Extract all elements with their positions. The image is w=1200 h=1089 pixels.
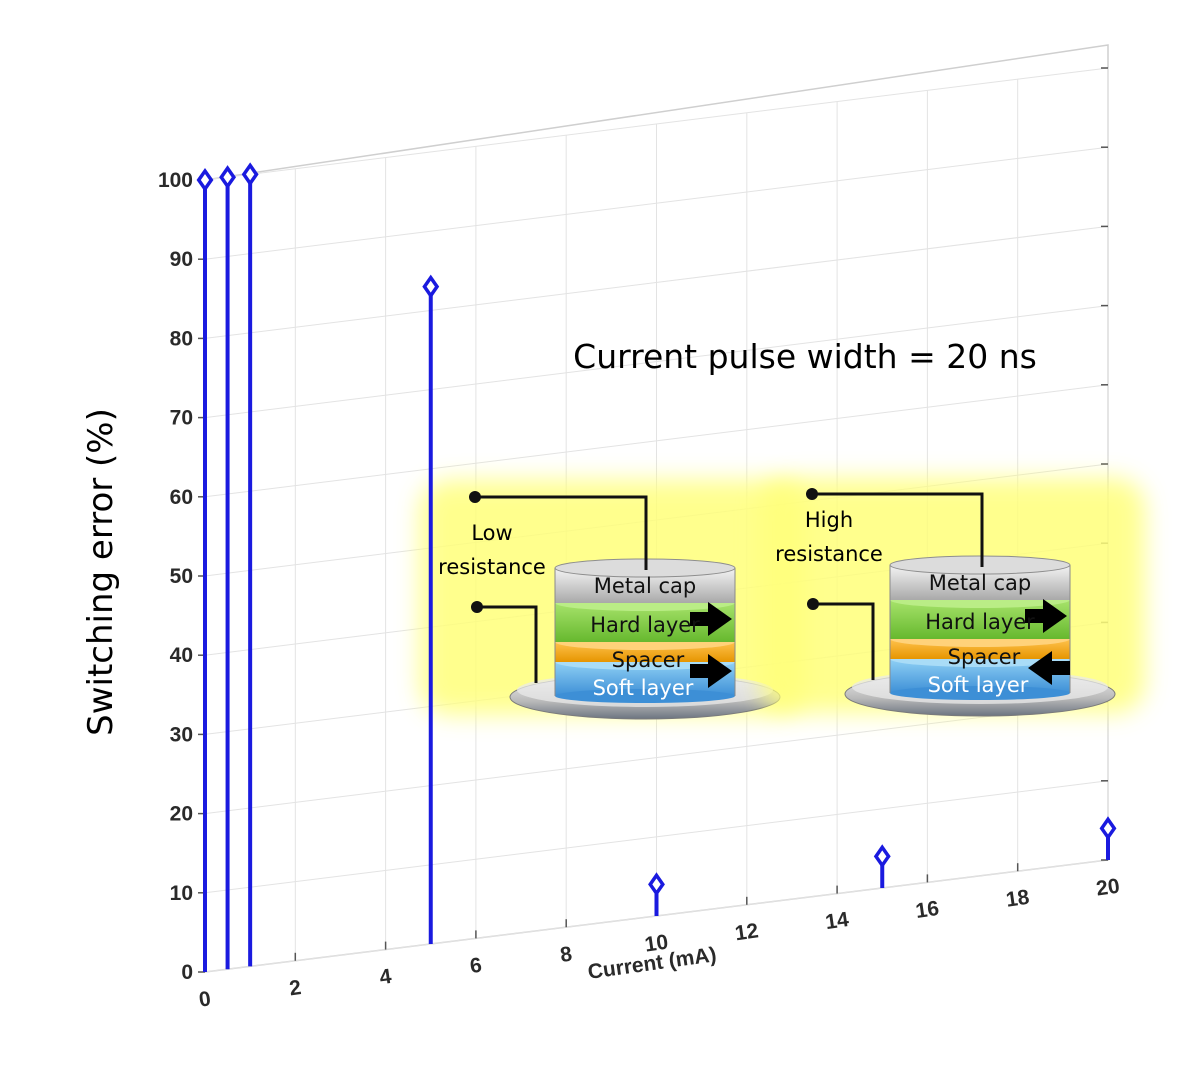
stem-marker xyxy=(648,872,665,897)
y-tick-label: 60 xyxy=(170,486,193,509)
resistance-label-line1: Low xyxy=(471,521,512,545)
x-tick-label: 8 xyxy=(559,942,574,966)
stem-marker xyxy=(873,844,891,869)
top-wire xyxy=(475,495,648,570)
x-tick-label: 0 xyxy=(198,987,213,1011)
resistance-label-line1: High xyxy=(805,508,853,532)
x-tick-label: 12 xyxy=(734,919,760,945)
x-tick-label: 4 xyxy=(378,965,393,989)
data-series xyxy=(196,162,1117,972)
y-tick-label: 50 xyxy=(170,565,193,588)
mtj-inset-high-resistance: High resistance Metal cap Hard layer Spa… xyxy=(760,478,1145,717)
x-tick-label: 16 xyxy=(914,897,940,923)
y-tick-label: 40 xyxy=(170,644,193,667)
hard-layer-label: Hard layer xyxy=(590,613,700,637)
bottom-wire xyxy=(813,602,875,680)
y-tick-label: 30 xyxy=(170,723,193,746)
soft-layer-bottom xyxy=(890,686,1070,700)
bottom-terminal xyxy=(471,601,483,613)
soft-layer-arrow-icon xyxy=(1028,651,1070,685)
x-tick-label: 18 xyxy=(1004,886,1031,912)
y-axis: 0 10 20 30 40 50 60 70 80 90 100 xyxy=(158,67,1108,984)
soft-layer-label: Soft layer xyxy=(593,676,694,700)
y-tick-label: 70 xyxy=(170,407,193,430)
bottom-terminal xyxy=(807,598,819,610)
hard-layer-label: Hard layer xyxy=(925,610,1035,634)
y-tick-label: 80 xyxy=(170,327,193,350)
metal-cap-label: Metal cap xyxy=(929,571,1031,595)
soft-layer-bottom xyxy=(555,689,735,703)
mtj-inset-low-resistance: Low resistance Metal cap Hard layer Spac… xyxy=(420,480,805,720)
stem-marker xyxy=(219,165,237,190)
soft-layer-label: Soft layer xyxy=(928,673,1029,697)
x-tick-label: 6 xyxy=(468,954,483,978)
stem-marker xyxy=(1099,816,1117,841)
bottom-wire xyxy=(477,605,538,683)
y-axis-label: Switching error (%) xyxy=(81,408,121,736)
metal-cap-label: Metal cap xyxy=(594,574,696,598)
x-tick-label: 10 xyxy=(643,930,669,956)
x-tick-label: 14 xyxy=(824,908,851,934)
top-terminal xyxy=(806,488,818,500)
x-tick-label: 2 xyxy=(288,976,303,1000)
top-wire xyxy=(812,492,984,567)
stem-marker xyxy=(422,274,440,299)
y-tick-label: 10 xyxy=(170,882,193,905)
resistance-label-line2: resistance xyxy=(438,555,546,579)
spacer-label: Spacer xyxy=(948,645,1021,669)
spacer-label: Spacer xyxy=(612,648,685,672)
x-tick-label: 20 xyxy=(1095,874,1121,900)
y-tick-label: 0 xyxy=(181,961,193,984)
stem-marker xyxy=(196,167,214,193)
top-terminal xyxy=(469,491,481,503)
pulse-width-annotation: Current pulse width = 20 ns xyxy=(573,337,1037,376)
hard-layer-arrow-icon xyxy=(1025,599,1067,633)
stem-marker xyxy=(241,162,259,187)
resistance-label-line2: resistance xyxy=(775,542,883,566)
x-axis: 0 2 4 6 8 10 12 14 16 18 20 xyxy=(198,852,1121,1012)
hard-layer-arrow-icon xyxy=(690,602,732,636)
y-tick-label: 100 xyxy=(158,169,193,192)
y-tick-label: 20 xyxy=(170,803,193,826)
soft-layer-arrow-icon xyxy=(690,654,732,688)
y-tick-label: 90 xyxy=(170,248,193,271)
